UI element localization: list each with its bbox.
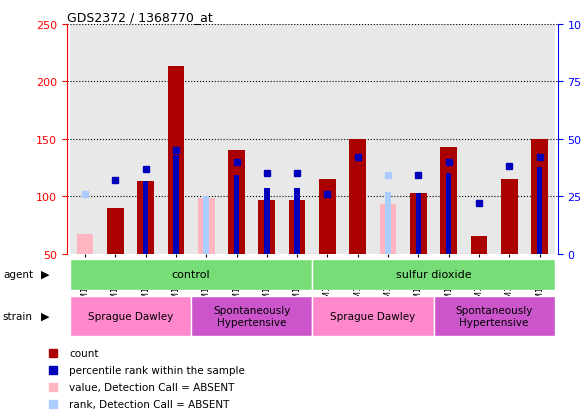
Bar [282, 25, 313, 254]
Text: ▶: ▶ [41, 311, 49, 321]
Bar [77, 235, 94, 254]
Bar [385, 192, 391, 254]
Bar [446, 174, 451, 254]
Bar [471, 237, 487, 254]
Bar [289, 200, 306, 254]
Bar [70, 259, 313, 290]
Text: Sprague Dawley: Sprague Dawley [330, 311, 415, 321]
Bar [410, 193, 426, 254]
Bar [464, 25, 494, 254]
Bar [143, 182, 148, 254]
Text: value, Detection Call = ABSENT: value, Detection Call = ABSENT [70, 382, 235, 392]
Text: agent: agent [3, 269, 33, 280]
Bar [531, 140, 548, 254]
Bar [319, 180, 336, 254]
Bar [191, 25, 221, 254]
Bar [234, 176, 239, 254]
Bar [131, 25, 161, 254]
Text: Sprague Dawley: Sprague Dawley [88, 311, 173, 321]
Bar [228, 151, 245, 254]
Bar [107, 208, 124, 254]
Bar [494, 25, 525, 254]
Text: Spontaneously
Hypertensive: Spontaneously Hypertensive [456, 306, 533, 327]
Text: sulfur dioxide: sulfur dioxide [396, 269, 471, 280]
Bar [252, 25, 282, 254]
Bar [70, 296, 191, 337]
Bar [313, 259, 555, 290]
Bar [161, 25, 191, 254]
Bar [433, 25, 464, 254]
Text: strain: strain [3, 311, 33, 321]
Bar [440, 147, 457, 254]
Bar [100, 25, 131, 254]
Bar [167, 67, 184, 254]
Bar [203, 197, 209, 254]
Bar [259, 200, 275, 254]
Bar [313, 25, 343, 254]
Text: percentile rank within the sample: percentile rank within the sample [70, 365, 245, 375]
Bar [373, 25, 403, 254]
Bar [537, 168, 542, 254]
Bar [70, 25, 100, 254]
Text: rank, Detection Call = ABSENT: rank, Detection Call = ABSENT [70, 399, 230, 409]
Bar [198, 199, 214, 254]
Text: Spontaneously
Hypertensive: Spontaneously Hypertensive [213, 306, 290, 327]
Bar [343, 25, 373, 254]
Bar [221, 25, 252, 254]
Bar [433, 296, 555, 337]
Bar [173, 155, 178, 254]
Bar [380, 205, 396, 254]
Bar [525, 25, 555, 254]
Bar [295, 189, 300, 254]
Bar [264, 189, 270, 254]
Bar [403, 25, 433, 254]
Text: GDS2372 / 1368770_at: GDS2372 / 1368770_at [67, 11, 213, 24]
Bar [501, 180, 518, 254]
Text: ▶: ▶ [41, 269, 49, 280]
Bar [349, 140, 366, 254]
Bar [191, 296, 313, 337]
Text: count: count [70, 348, 99, 358]
Bar [313, 296, 433, 337]
Text: control: control [172, 269, 210, 280]
Bar [137, 182, 154, 254]
Bar [415, 193, 421, 254]
